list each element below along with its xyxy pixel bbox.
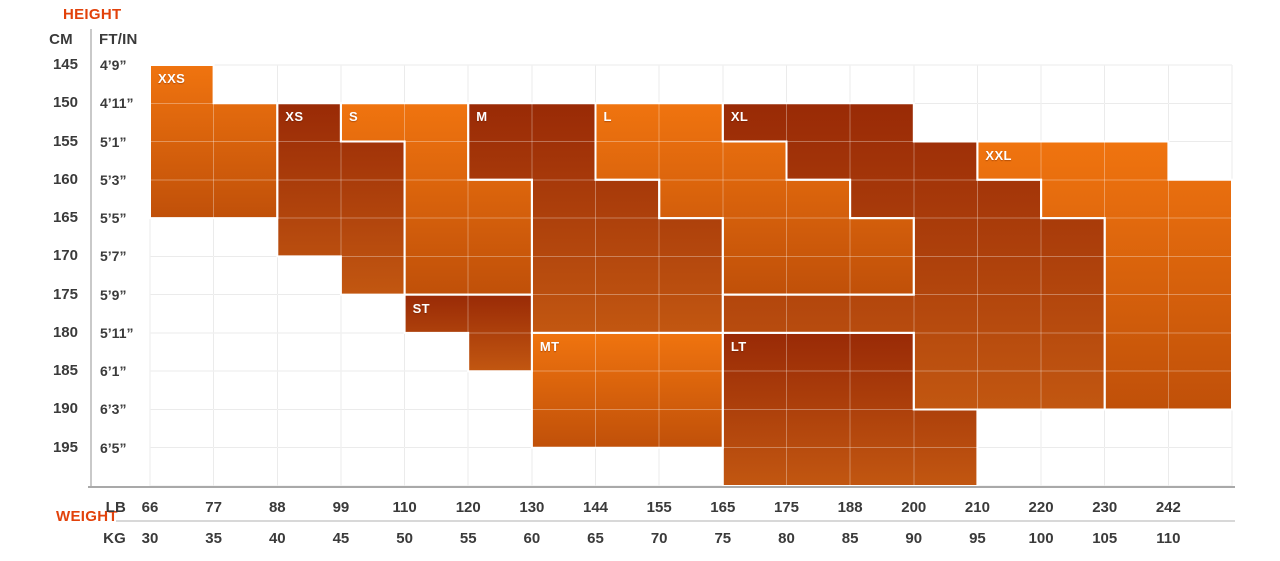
ftin-unit-label: FT/IN xyxy=(99,31,138,48)
chart-bottom-border xyxy=(88,486,1235,488)
lb-tick: 130 xyxy=(519,499,545,516)
lb-tick: 155 xyxy=(646,499,672,516)
size-chart-plot: XXS XS S M L XL XXL ST MT LT xyxy=(149,64,1233,487)
cm-tick: 190 xyxy=(52,400,78,418)
cm-unit-label: CM xyxy=(49,31,73,48)
ftin-tick: 4’11” xyxy=(100,95,134,112)
ftin-tick: 6’5” xyxy=(100,439,127,456)
kg-tick: 35 xyxy=(205,530,222,547)
size-regions-svg xyxy=(149,64,1233,487)
lb-tick: 110 xyxy=(392,499,417,516)
kg-tick: 70 xyxy=(650,530,668,547)
kg-tick: 60 xyxy=(523,530,541,547)
height-axis-title: HEIGHT xyxy=(63,6,122,23)
ftin-tick: 5’3” xyxy=(100,171,127,188)
lb-unit-label: LB xyxy=(105,499,126,516)
size-region-border-XXL xyxy=(976,140,1233,411)
cm-tick: 145 xyxy=(52,56,78,73)
lb-tick: 220 xyxy=(1028,499,1054,516)
cm-tick: 175 xyxy=(52,285,78,303)
ftin-tick: 6’1” xyxy=(100,363,127,380)
kg-tick: 90 xyxy=(905,530,923,547)
size-region-MT xyxy=(531,332,723,448)
cm-tick: 180 xyxy=(52,323,78,341)
kg-tick: 95 xyxy=(969,530,986,547)
cm-tick: 160 xyxy=(52,170,78,188)
lb-tick: 200 xyxy=(901,499,927,516)
kg-tick: 105 xyxy=(1092,530,1118,547)
size-region-XS xyxy=(277,103,405,295)
size-region-label-LT: LT xyxy=(730,338,747,354)
cm-tick: 165 xyxy=(52,209,78,227)
kg-tick: 65 xyxy=(587,530,604,547)
size-region-M xyxy=(468,103,723,333)
size-region-label-L: L xyxy=(603,109,612,125)
lb-tick: 165 xyxy=(710,499,736,516)
lb-tick: 99 xyxy=(332,499,350,516)
size-region-border-ST xyxy=(403,293,533,373)
cm-tick: 170 xyxy=(52,247,78,265)
ftin-tick: 6’3” xyxy=(100,401,127,418)
lb-tick: 242 xyxy=(1155,499,1181,516)
size-region-label-S: S xyxy=(348,109,359,125)
kg-tick: 85 xyxy=(841,530,859,547)
cm-tick: 155 xyxy=(52,132,78,150)
size-region-XXS xyxy=(150,65,278,219)
lb-tick: 144 xyxy=(583,499,609,516)
size-region-L xyxy=(595,103,914,295)
size-region-label-XL: XL xyxy=(730,109,749,125)
ftin-tick: 5’7” xyxy=(100,248,127,265)
ftin-tick: 5’9” xyxy=(100,286,127,303)
kg-unit-label: KG xyxy=(103,530,126,547)
lb-tick: 175 xyxy=(773,499,799,516)
cm-tick: 195 xyxy=(52,438,78,456)
weight-axis-title: WEIGHT xyxy=(56,508,118,525)
size-region-S xyxy=(340,103,532,295)
ftin-tick: 5’5” xyxy=(100,210,127,227)
cm-tick: 185 xyxy=(52,362,78,380)
lb-tick: 210 xyxy=(964,499,990,516)
kg-tick: 55 xyxy=(459,530,477,547)
ftin-tick: 5’1” xyxy=(100,133,127,150)
size-region-label-M: M xyxy=(476,109,488,125)
ftin-tick: 5’11” xyxy=(100,324,134,341)
kg-tick: 45 xyxy=(332,530,350,547)
kg-tick: 30 xyxy=(141,530,159,547)
kg-tick: 40 xyxy=(268,530,286,547)
size-region-label-XXS: XXS xyxy=(158,71,186,86)
lb-tick: 88 xyxy=(268,499,286,516)
lb-tick: 230 xyxy=(1092,499,1118,516)
lb-tick: 77 xyxy=(205,499,222,516)
ftin-tick: 4’9” xyxy=(100,57,127,73)
kg-tick: 80 xyxy=(778,530,795,547)
size-region-label-XS: XS xyxy=(285,109,304,125)
lb-tick: 188 xyxy=(837,499,863,516)
lb-tick: 66 xyxy=(141,499,159,516)
kg-tick: 110 xyxy=(1156,530,1181,547)
kg-tick: 75 xyxy=(714,530,732,547)
cm-tick: 150 xyxy=(52,94,78,112)
size-region-label-ST: ST xyxy=(412,300,430,316)
height-units-divider xyxy=(90,29,92,488)
kg-tick: 100 xyxy=(1028,530,1054,547)
size-region-label-MT: MT xyxy=(539,338,560,354)
size-region-label-XXL: XXL xyxy=(985,147,1012,163)
kg-tick: 50 xyxy=(396,530,413,547)
weight-rows-divider xyxy=(116,520,1235,522)
lb-tick: 120 xyxy=(455,499,481,516)
